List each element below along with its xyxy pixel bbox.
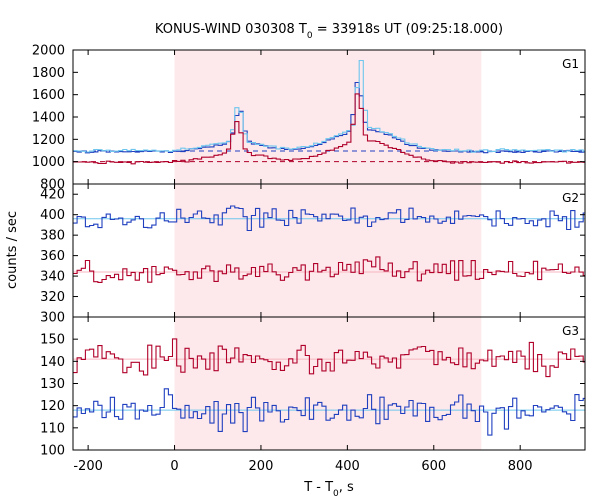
x-tick-label: 200 bbox=[249, 459, 274, 474]
series-blue bbox=[73, 81, 585, 154]
panel-label: G1 bbox=[562, 57, 579, 71]
x-tick-label: -200 bbox=[73, 459, 103, 474]
y-tick-label: 1800 bbox=[32, 66, 65, 81]
y-tick-label: 2000 bbox=[32, 44, 65, 59]
y-tick-label: 380 bbox=[40, 229, 65, 244]
y-tick-label: 340 bbox=[40, 270, 65, 285]
y-tick-label: 800 bbox=[40, 178, 65, 193]
y-tick-label: 1600 bbox=[32, 88, 65, 103]
highlight-interval bbox=[174, 317, 482, 450]
y-tick-label: 100 bbox=[40, 444, 65, 459]
y-tick-label: 300 bbox=[40, 311, 65, 326]
panel-label: G3 bbox=[562, 324, 579, 338]
y-tick-label: 110 bbox=[40, 421, 65, 436]
series-red bbox=[73, 93, 585, 165]
series-blue bbox=[73, 205, 585, 232]
x-tick-label: 600 bbox=[421, 459, 446, 474]
y-tick-label: 130 bbox=[40, 377, 65, 392]
chart-title: KONUS-WIND 030308 T0 = 33918s UT (09:25:… bbox=[155, 22, 503, 41]
highlight-interval bbox=[174, 50, 482, 184]
highlight-interval bbox=[174, 184, 482, 317]
y-tick-label: 360 bbox=[40, 249, 65, 264]
x-tick-label: 0 bbox=[170, 459, 178, 474]
x-tick-label: 400 bbox=[335, 459, 360, 474]
y-tick-label: 1200 bbox=[32, 133, 65, 148]
y-tick-label: 1400 bbox=[32, 111, 65, 126]
y-tick-label: 400 bbox=[40, 208, 65, 223]
y-tick-label: 140 bbox=[40, 355, 65, 370]
x-tick-label: 800 bbox=[508, 459, 533, 474]
y-tick-label: 1000 bbox=[32, 155, 65, 170]
y-tick-label: 420 bbox=[40, 188, 65, 203]
y-tick-label: 320 bbox=[40, 290, 65, 305]
x-axis-label: T - T0, s bbox=[303, 480, 354, 499]
series-red bbox=[73, 338, 585, 378]
panel-g3: 100 110 120 130 140 150 G3 bbox=[40, 316, 586, 459]
y-tick-label: 120 bbox=[40, 399, 65, 414]
series-red bbox=[73, 256, 585, 283]
y-axis-label: counts / sec bbox=[5, 211, 20, 289]
panel-label: G2 bbox=[562, 191, 579, 205]
y-tick-label: 150 bbox=[40, 333, 65, 348]
panel-g1: 800 1000 1200 1400 1600 1800 2000 G1 bbox=[32, 44, 586, 193]
series-blue bbox=[73, 388, 585, 436]
panel-g2: 300 320 340 360 380 400 420 G2 bbox=[40, 183, 586, 326]
series-cyan bbox=[73, 59, 585, 153]
